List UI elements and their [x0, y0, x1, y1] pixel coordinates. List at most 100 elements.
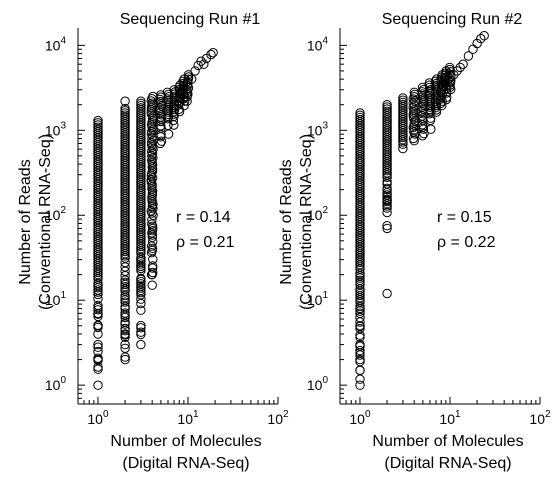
data-point	[120, 329, 130, 339]
x-tick-label: 100	[349, 409, 371, 427]
data-point	[183, 83, 194, 93]
data-point	[120, 297, 130, 307]
data-point	[398, 137, 408, 147]
data-point	[120, 96, 130, 106]
data-point	[120, 343, 130, 353]
data-point	[418, 124, 429, 134]
data-point	[190, 66, 200, 76]
data-point	[136, 329, 146, 340]
data-point	[93, 305, 103, 315]
chart-title: Sequencing Run #2	[382, 11, 523, 28]
data-point	[136, 298, 146, 309]
y-tick-exponent: 4	[322, 35, 328, 46]
x-tick-label: 102	[267, 409, 289, 427]
data-point	[163, 129, 174, 139]
data-point	[355, 339, 365, 350]
data-point	[136, 323, 146, 333]
data-point	[355, 356, 365, 367]
x-axis-label-line-1: Number of Molecules	[110, 433, 261, 450]
data-point	[182, 96, 192, 106]
x-tick-base: 10	[529, 411, 545, 427]
x-tick-exponent: 2	[545, 409, 551, 420]
data-point	[355, 303, 365, 314]
x-tick-label: 102	[529, 409, 551, 427]
data-point	[355, 330, 365, 340]
data-point	[146, 248, 157, 258]
data-point	[355, 273, 365, 283]
data-point	[120, 246, 130, 257]
data-point	[146, 102, 157, 113]
data-point	[120, 332, 130, 342]
data-point	[382, 166, 392, 176]
x-tick-base: 10	[267, 411, 283, 427]
data-point	[355, 257, 365, 268]
data-point	[382, 288, 392, 299]
data-point	[417, 131, 428, 141]
pearson-r-annotation: r = 0.15	[437, 209, 492, 226]
data-point	[199, 59, 209, 69]
data-points	[355, 31, 489, 390]
data-point	[355, 350, 365, 360]
data-point	[120, 103, 130, 114]
y-tick-label: 101	[307, 290, 329, 308]
data-point	[193, 60, 203, 71]
y-tick-exponent: 0	[322, 375, 328, 386]
y-axis-label-line-2: (Conventional RNA-Seq)	[37, 134, 54, 310]
data-point	[355, 345, 365, 356]
data-point	[355, 354, 365, 365]
x-tick-exponent: 1	[193, 409, 199, 420]
data-point	[446, 84, 456, 95]
y-tick-exponent: 3	[60, 120, 66, 131]
data-point	[398, 132, 408, 143]
y-tick-label: 101	[45, 290, 67, 308]
y-tick-exponent: 2	[60, 205, 66, 216]
data-point	[120, 339, 130, 350]
data-point	[382, 185, 392, 195]
spearman-rho-annotation: ρ = 0.22	[437, 234, 496, 251]
data-point	[93, 308, 103, 319]
data-point	[136, 255, 146, 265]
y-tick-base: 10	[45, 377, 61, 393]
data-point	[93, 289, 103, 300]
y-tick-label: 102	[307, 205, 329, 223]
data-point	[93, 267, 103, 278]
data-point	[136, 273, 146, 284]
data-point	[355, 290, 365, 301]
data-point	[426, 124, 436, 134]
data-point	[147, 269, 157, 280]
data-point	[136, 283, 146, 293]
data-point	[435, 94, 446, 104]
data-point	[93, 321, 103, 331]
data-point	[458, 59, 468, 69]
x-tick-exponent: 0	[103, 409, 109, 420]
data-point	[162, 114, 173, 124]
data-point	[93, 287, 103, 297]
x-tick-base: 10	[439, 411, 455, 427]
data-point	[136, 259, 146, 269]
y-axis-label-line-1: Number of Reads	[278, 159, 295, 284]
y-tick-exponent: 2	[322, 205, 328, 216]
data-point	[136, 327, 146, 337]
data-point	[174, 106, 185, 117]
data-point	[382, 203, 392, 213]
data-point	[398, 143, 408, 154]
data-point	[206, 49, 216, 60]
data-point	[182, 92, 192, 102]
data-point	[431, 107, 442, 117]
data-points	[93, 48, 218, 390]
data-point	[136, 241, 146, 252]
data-point	[382, 223, 392, 234]
data-point	[455, 62, 465, 73]
y-tick-label: 100	[45, 375, 67, 393]
data-point	[147, 208, 157, 218]
data-point	[398, 139, 408, 149]
data-point	[476, 33, 486, 44]
data-point	[120, 319, 130, 329]
data-point	[93, 342, 103, 352]
data-point	[93, 362, 103, 372]
data-point	[382, 221, 392, 231]
data-point	[136, 305, 146, 315]
data-point	[437, 100, 447, 111]
